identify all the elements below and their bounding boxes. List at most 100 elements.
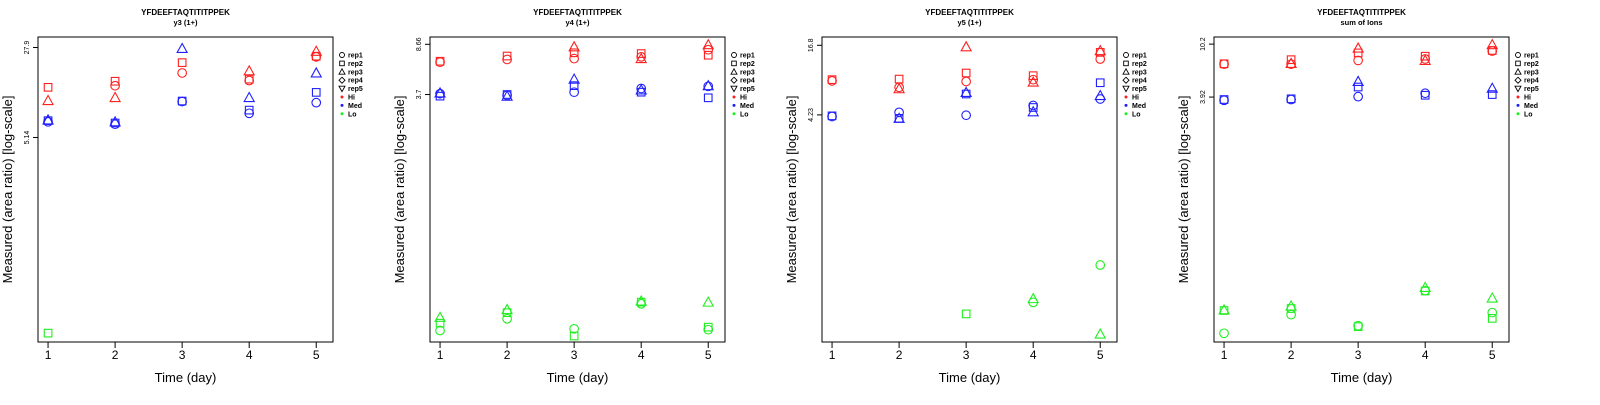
x-tick-label: 4 [638, 348, 645, 362]
legend-dot-lo [340, 112, 344, 116]
legend-label: rep3 [1132, 69, 1147, 76]
data-point-med-rep2 [435, 91, 445, 101]
data-point-med-rep2 [244, 105, 254, 115]
legend-symbol-rep5 [338, 85, 346, 93]
legend-label: Med [1132, 103, 1146, 110]
data-point-lo-rep1 [1095, 260, 1106, 270]
x-tick-label: 4 [1030, 348, 1037, 362]
x-axis-label: Time (day) [939, 370, 1001, 385]
data-point-lo-rep2 [961, 309, 971, 319]
data-point-med-rep1 [961, 110, 971, 121]
data-point-lo-rep1 [569, 323, 579, 334]
data-point-hi-rep2 [1028, 71, 1038, 81]
legend-symbol-rep1 [1123, 52, 1129, 58]
legend-label: Hi [1132, 95, 1139, 102]
data-point-hi-rep2 [1353, 48, 1363, 58]
x-tick-label: 4 [1422, 348, 1429, 362]
chart-subtitle: y5 (1+) [958, 18, 982, 27]
y-axis-label: Measured (area ratio) [log-scale] [1176, 96, 1191, 284]
plot-frame [37, 36, 334, 343]
data-point-med-rep3 [1352, 75, 1365, 86]
data-point-hi-rep2 [1286, 55, 1296, 65]
data-point-lo-rep1 [1420, 285, 1431, 296]
data-point-med-rep3 [501, 90, 514, 101]
legend-label: rep4 [740, 78, 755, 85]
data-point-hi-rep3 [109, 91, 122, 103]
data-point-lo-rep2 [1286, 304, 1296, 313]
data-point-hi-rep3 [1486, 38, 1499, 50]
legend-label: Hi [740, 95, 747, 102]
data-point-hi-rep1 [569, 53, 579, 64]
data-point-hi-rep3 [1419, 54, 1432, 65]
x-tick-label: 3 [571, 348, 578, 362]
data-point-med-rep2 [1028, 103, 1038, 112]
data-point-med-rep3 [42, 113, 54, 125]
legend-dot-med [340, 103, 344, 107]
legend-symbol-rep3 [1122, 67, 1130, 75]
data-point-med-rep1 [177, 96, 187, 107]
data-point-hi-rep2 [636, 49, 646, 58]
data-point-lo-rep1 [502, 313, 512, 324]
data-point-lo-rep1 [1487, 307, 1498, 318]
y-tick-label: 8.66 [416, 37, 423, 51]
y-axis-label: Measured (area ratio) [log-scale] [392, 96, 407, 284]
data-point-med-rep2 [1420, 90, 1430, 100]
data-point-med-rep2 [827, 111, 837, 121]
data-point-med-rep2 [311, 88, 321, 97]
data-point-hi-rep2 [1095, 48, 1105, 57]
legend-dot-hi [1124, 95, 1128, 99]
data-point-med-rep1 [703, 81, 714, 92]
x-tick-label: 5 [1097, 348, 1104, 362]
data-point-med-rep1 [43, 116, 53, 127]
data-point-hi-rep2 [961, 68, 971, 78]
data-point-hi-rep1 [1353, 55, 1363, 66]
data-point-hi-rep3 [310, 45, 323, 56]
legend-label: rep3 [348, 69, 363, 76]
legend-symbol-rep5 [1514, 85, 1522, 93]
plot-frame [821, 36, 1118, 343]
x-tick-label: 1 [1221, 348, 1228, 362]
x-tick-label: 1 [829, 348, 836, 362]
legend-symbol-rep1 [339, 52, 345, 58]
x-tick-label: 4 [246, 348, 253, 362]
data-point-lo-rep1 [1286, 309, 1296, 320]
x-tick-label: 5 [705, 348, 712, 362]
legend-dot-lo [732, 112, 736, 116]
y-tick-label: 3.7 [416, 90, 423, 100]
y-tick-label: 5.14 [24, 131, 31, 145]
data-point-lo-rep2 [502, 308, 512, 318]
data-point-hi-rep3 [1352, 41, 1365, 53]
chart-title: YFDEEFTAQTITITPPEK [533, 8, 622, 17]
data-point-hi-rep3 [568, 40, 581, 52]
data-point-med-rep3 [893, 112, 906, 123]
chart-title: YFDEEFTAQTITITPPEK [925, 8, 1014, 17]
data-point-med-rep1 [1028, 100, 1039, 111]
legend-symbol-rep4 [1514, 76, 1522, 84]
x-tick-label: 3 [1355, 348, 1362, 362]
x-tick-label: 2 [896, 348, 903, 362]
legend-dot-hi [340, 95, 344, 99]
legend-label: rep2 [740, 61, 755, 68]
data-point-med-rep3 [310, 66, 323, 78]
data-point-med-rep3 [1027, 105, 1040, 117]
data-point-med-rep1 [311, 97, 322, 108]
legend-symbol-rep4 [338, 76, 346, 84]
x-axis-label: Time (day) [1331, 370, 1393, 385]
legend-label: Med [740, 103, 754, 110]
data-point-hi-rep1 [703, 44, 714, 55]
data-point-lo-rep3 [1094, 327, 1107, 339]
data-point-med-rep2 [1286, 94, 1296, 104]
data-point-lo-rep2 [43, 328, 53, 338]
legend-label: rep3 [1524, 69, 1539, 76]
x-tick-label: 1 [45, 348, 52, 362]
data-point-hi-rep2 [827, 75, 837, 85]
legend-dot-hi [1516, 95, 1520, 99]
y-tick-label: 10.2 [1200, 37, 1207, 51]
legend-symbol-rep3 [730, 67, 738, 75]
data-point-hi-rep1 [1028, 74, 1039, 85]
legend-symbol-rep3 [338, 67, 346, 75]
legend-label: Hi [348, 95, 355, 102]
data-point-lo-rep2 [435, 318, 445, 328]
